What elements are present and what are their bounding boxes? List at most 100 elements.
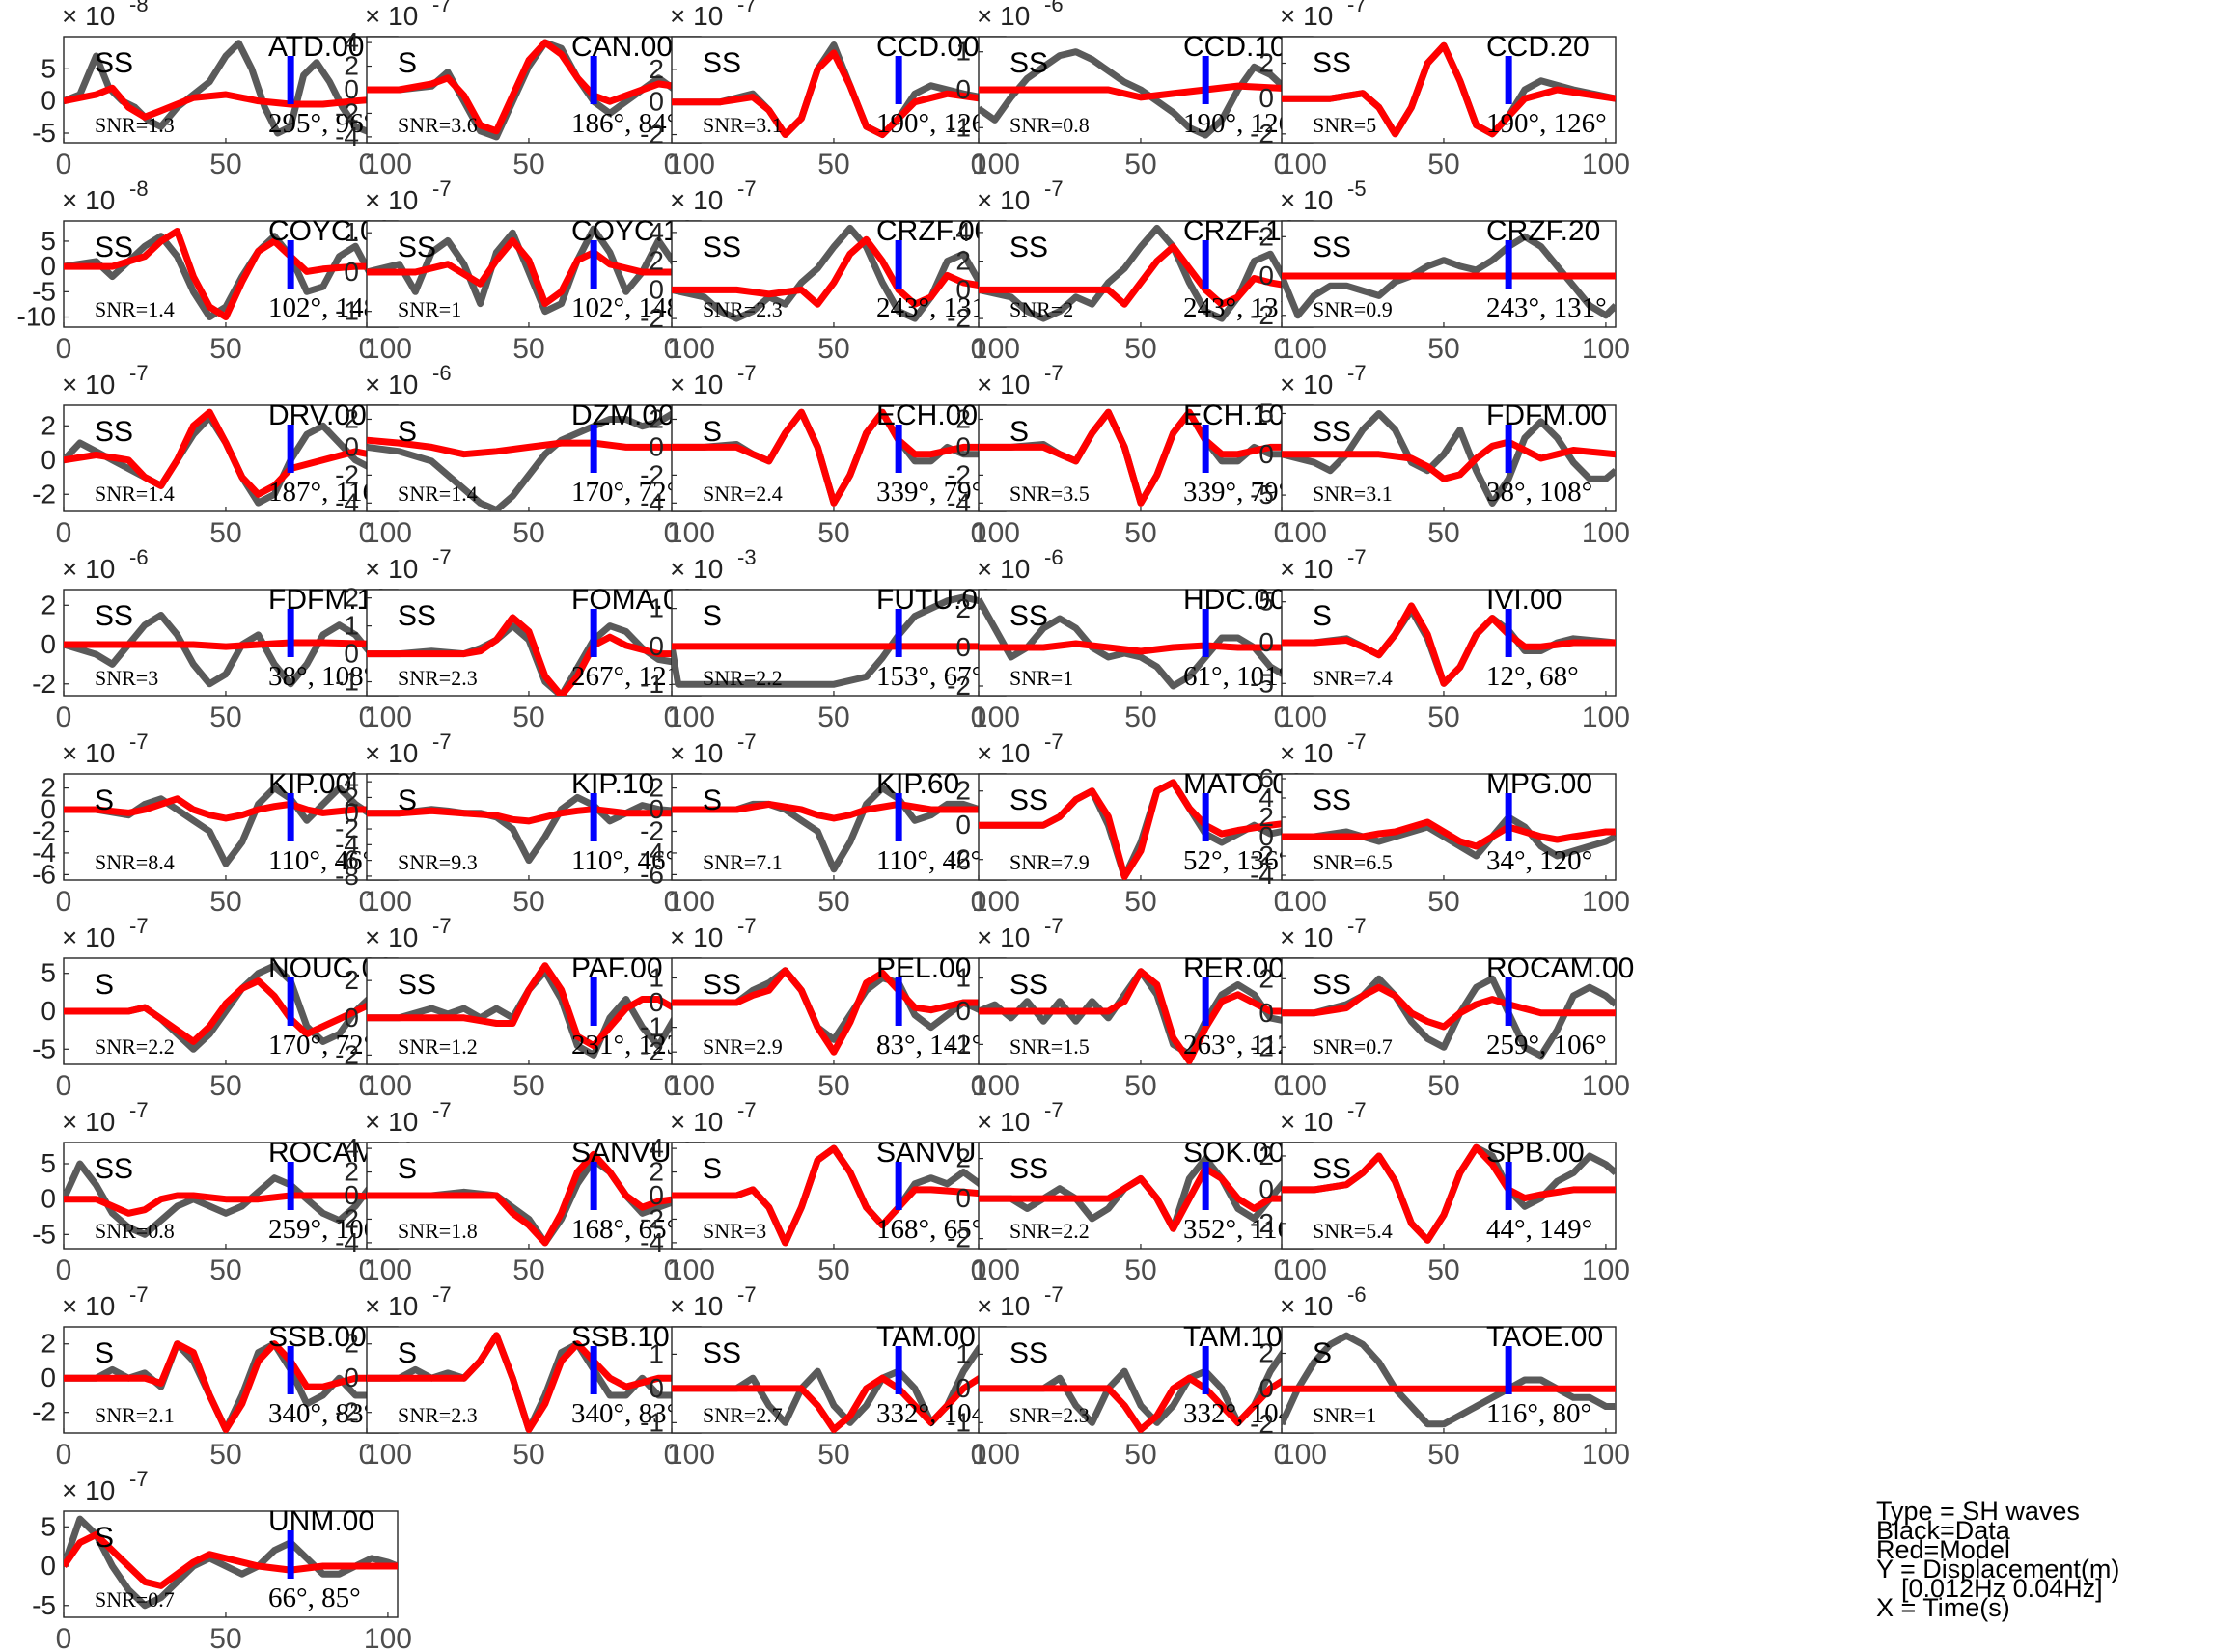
data-trace [64,1515,398,1610]
y-exponent-power: -7 [432,730,452,754]
x-tick-label: 0 [1274,333,1290,365]
x-tick-label: 50 [817,333,849,365]
y-tick-label: 0 [649,1373,664,1403]
model-trace [672,967,1006,1056]
y-exponent-label: × 10 [365,1107,418,1137]
x-tick-label: 50 [1427,886,1459,918]
x-tick-label: 0 [664,886,680,918]
y-exponent-label: × 10 [365,554,418,584]
snr-label: SNR=9.3 [398,850,478,874]
phase-label: S [398,785,417,816]
azimuth-angle-label: 340°, 83° [268,1398,374,1429]
y-tick-label: 2 [344,403,359,433]
model-trace [1282,602,1616,687]
snr-label: SNR=1.3 [95,113,175,137]
y-tick-label: -2 [335,459,359,489]
x-tick-label: 50 [817,149,849,180]
phase-label: S [398,1153,417,1185]
x-tick-label: 50 [209,1070,241,1102]
y-tick-label: 0 [1258,998,1274,1028]
data-trace [979,597,1313,690]
snr-label: SNR=7.4 [1313,666,1393,690]
y-tick-label: -1 [335,667,359,697]
y-tick-label: 4 [344,1133,359,1163]
y-tick-label: -1 [640,1012,664,1042]
snr-label: SNR=2.3 [703,297,783,321]
x-tick-label: 0 [971,702,987,733]
phase-label: SS [398,232,436,263]
y-tick-label: -4 [335,122,359,151]
azimuth-angle-label: 295°, 96° [268,108,374,139]
snr-label: SNR=1 [1313,1403,1376,1427]
y-tick-label: -2 [947,459,971,489]
snr-label: SNR=0.9 [1313,297,1393,321]
x-tick-label: 50 [817,1254,849,1286]
y-exponent-power: -7 [737,1282,757,1307]
y-tick-label: 5 [41,1148,56,1178]
y-tick-label: 0 [1258,261,1274,290]
y-tick-label: -2 [640,303,664,333]
x-tick-label: 0 [664,1070,680,1102]
phase-label: S [398,47,417,79]
y-tick-label: -1 [947,1407,971,1437]
y-exponent-power: -7 [1044,361,1064,385]
model-trace [672,408,1006,507]
model-trace [979,82,1313,101]
model-trace [1282,438,1616,482]
y-exponent-power: -7 [1044,177,1064,201]
y-exponent-power: -7 [432,0,452,16]
model-trace [979,408,1313,507]
y-tick-label: 5 [41,1511,56,1541]
azimuth-angle-label: 38°, 108° [268,661,374,692]
x-tick-label: 50 [512,517,544,549]
azimuth-angle-label: 170°, 72° [571,477,678,508]
station-label: CCD.10 [1183,31,1286,63]
x-tick-label: 50 [1124,517,1156,549]
y-tick-label: -2 [335,1203,359,1233]
y-tick-label: 2 [649,1157,664,1187]
x-tick-label: 50 [1427,1254,1459,1286]
phase-label: S [95,785,114,816]
azimuth-angle-label: 186°, 84° [571,108,678,139]
x-tick-label: 0 [971,1439,987,1471]
data-trace [64,785,398,867]
y-exponent-power: -7 [737,361,757,385]
x-tick-label: 50 [512,149,544,180]
snr-label: SNR=2.4 [703,482,783,506]
azimuth-angle-label: 83°, 142° [876,1030,982,1060]
y-tick-label: 2 [344,51,359,81]
station-label: IVI.00 [1486,584,1562,616]
x-tick-label: 100 [972,1254,1020,1286]
phase-label: SS [1313,47,1351,79]
x-tick-label: 0 [359,886,375,918]
y-tick-label: -1 [335,296,359,326]
y-tick-label: 0 [955,74,971,104]
phase-label: SS [1313,785,1351,816]
y-tick-label: 2 [955,403,971,433]
y-tick-label: -4 [1250,860,1274,890]
y-exponent-power: -7 [129,1098,149,1122]
phase-label: SS [1009,969,1048,1001]
x-tick-label: 0 [664,333,680,365]
y-exponent-label: × 10 [1280,554,1333,584]
station-label: ATD.00 [268,31,364,63]
y-tick-label: 2 [41,1329,56,1359]
x-tick-label: 0 [1274,702,1290,733]
y-exponent-label: × 10 [62,370,115,399]
y-tick-label: -2 [335,97,359,127]
snr-label: SNR=8.4 [95,850,175,874]
x-tick-label: 0 [359,149,375,180]
y-tick-label: 0 [41,1551,56,1581]
y-tick-label: -5 [32,1219,56,1249]
y-tick-label: 0 [41,1363,56,1392]
station-label: TAM.00 [876,1321,976,1353]
x-tick-label: 50 [209,886,241,918]
